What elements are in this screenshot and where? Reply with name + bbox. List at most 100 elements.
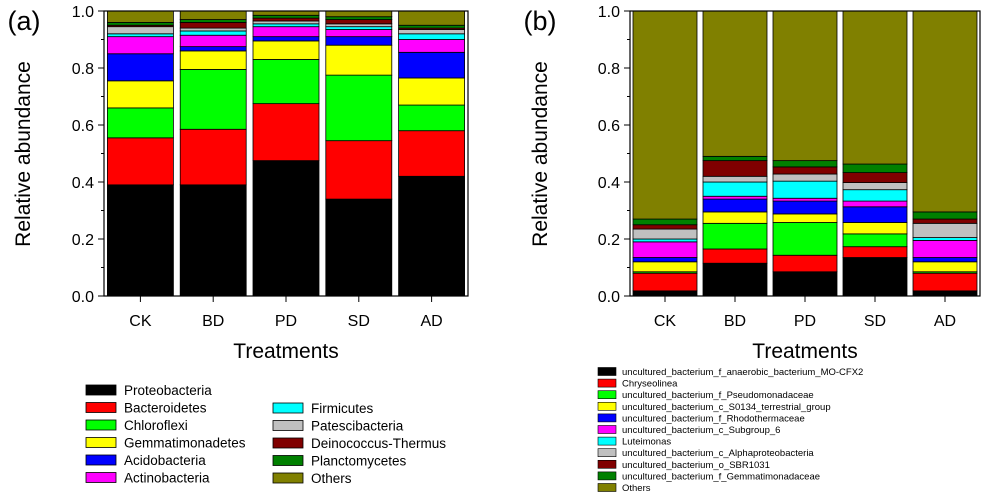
- legend-swatch: [597, 413, 617, 423]
- legend-label: Planctomycetes: [311, 454, 407, 469]
- panel-label: (b): [524, 6, 557, 36]
- legend-swatch: [597, 459, 617, 469]
- legend-label: Luteimonas: [622, 437, 671, 448]
- legend-label: Bacteroidetes: [124, 401, 207, 416]
- bar-segment: [107, 26, 174, 35]
- bar-segment: [252, 26, 320, 38]
- bar-segment: [252, 20, 320, 25]
- bar-segment: [772, 180, 838, 199]
- legend-swatch: [272, 455, 304, 466]
- legend-swatch: [597, 367, 617, 376]
- bar-segment: [702, 181, 768, 197]
- bar-segment: [252, 17, 320, 22]
- legend-swatch: [597, 436, 617, 446]
- bar-segment: [772, 173, 838, 182]
- bar-segment: [842, 163, 908, 173]
- bar-segment: [632, 261, 698, 273]
- bar-segment: [702, 10, 768, 157]
- bar-segment: [842, 200, 908, 208]
- legend-label: uncultured_bacterium_f_Rhodothermaceae: [622, 413, 805, 424]
- bar-segment: [325, 44, 393, 76]
- bar-segment: [632, 272, 698, 292]
- legend-label: uncultured_bacterium_c_Subgroup_6: [622, 425, 780, 436]
- bar-segment: [772, 213, 838, 223]
- panel-label: (a): [8, 6, 41, 36]
- bar-segment: [632, 224, 698, 230]
- bar-segment: [772, 160, 838, 168]
- legend-swatch: [85, 419, 117, 431]
- legend-swatch: [85, 454, 117, 466]
- bar-segment: [179, 50, 247, 70]
- bar-segment: [702, 155, 768, 162]
- bar-segment: [325, 26, 393, 30]
- bar-segment: [107, 21, 174, 26]
- legend-label: Proteobacteria: [124, 383, 212, 398]
- bar-segment: [632, 290, 698, 297]
- legend-swatch: [597, 483, 617, 492]
- bar-segment: [702, 248, 768, 264]
- bar-segment: [702, 195, 768, 200]
- bar-segment: [107, 137, 174, 186]
- bar-segment: [107, 107, 174, 139]
- bar-segment: [179, 46, 247, 52]
- y-tick-label: 0.0: [72, 289, 94, 306]
- legend-label: uncultured_bacterium_c_Alphaproteobacter…: [622, 448, 814, 459]
- legend-swatch: [85, 384, 117, 396]
- bar-segment: [398, 77, 466, 106]
- bar-segment: [107, 10, 174, 23]
- bar-segment: [912, 290, 978, 297]
- x-tick-label: AD: [934, 313, 956, 330]
- legend-swatch: [85, 402, 117, 413]
- x-tick-label: BD: [724, 313, 746, 330]
- y-tick-label: 0.2: [72, 232, 94, 249]
- legend-swatch: [597, 471, 617, 481]
- x-tick-label: PD: [275, 313, 297, 330]
- bar-segment: [325, 29, 393, 38]
- bar-segment: [632, 228, 698, 240]
- bar-segment: [772, 271, 838, 297]
- bar-segment: [842, 233, 908, 248]
- bar-segment: [772, 197, 838, 202]
- bar-segment: [179, 30, 247, 36]
- y-tick-label: 0.8: [598, 61, 620, 78]
- legend-label: uncultured_bacterium_f_Pseudomonadaceae: [622, 390, 814, 401]
- bar-segment: [107, 184, 174, 297]
- legend-swatch: [272, 437, 304, 449]
- bar-segment: [252, 103, 320, 162]
- bar-segment: [325, 140, 393, 200]
- bar-segment: [179, 34, 247, 48]
- x-tick-label: CK: [129, 313, 152, 330]
- bar-segment: [912, 211, 978, 220]
- x-tick-label: AD: [420, 313, 442, 330]
- bar-segment: [702, 175, 768, 183]
- bar-segment: [772, 10, 838, 162]
- legend-swatch: [597, 390, 617, 400]
- legend-swatch: [272, 402, 304, 414]
- bar-segment: [912, 240, 978, 258]
- y-tick-label: 0.6: [72, 118, 94, 135]
- y-tick-label: 0.2: [598, 232, 620, 249]
- legend-swatch: [597, 378, 617, 388]
- legend-swatch: [597, 401, 617, 411]
- bar-segment: [842, 10, 908, 165]
- bar-segment: [912, 257, 978, 263]
- bar-segment: [252, 59, 320, 105]
- legend-label: Firmicutes: [311, 401, 374, 416]
- legend-swatch: [272, 420, 304, 431]
- legend-swatch: [272, 472, 304, 484]
- bar-segment: [912, 218, 978, 224]
- bar-segment: [325, 10, 393, 18]
- bar-segment: [398, 29, 466, 35]
- legend-label: Deinococcus-Thermus: [311, 436, 446, 451]
- bar-segment: [702, 222, 768, 250]
- legend-a: Proteobacteria Bacteroidetes Chloroflexi Ge…: [85, 383, 446, 486]
- x-axis-label: Treatments: [233, 340, 338, 363]
- bar-segment: [632, 257, 698, 263]
- bar-segment: [179, 19, 247, 23]
- bar-segment: [398, 24, 466, 29]
- bar-segment: [842, 172, 908, 183]
- bar-segment: [912, 272, 978, 292]
- bar-segment: [398, 104, 466, 132]
- bar-segment: [398, 51, 466, 79]
- legend-label: uncultured_bacterium_o_SBR1031: [622, 460, 770, 471]
